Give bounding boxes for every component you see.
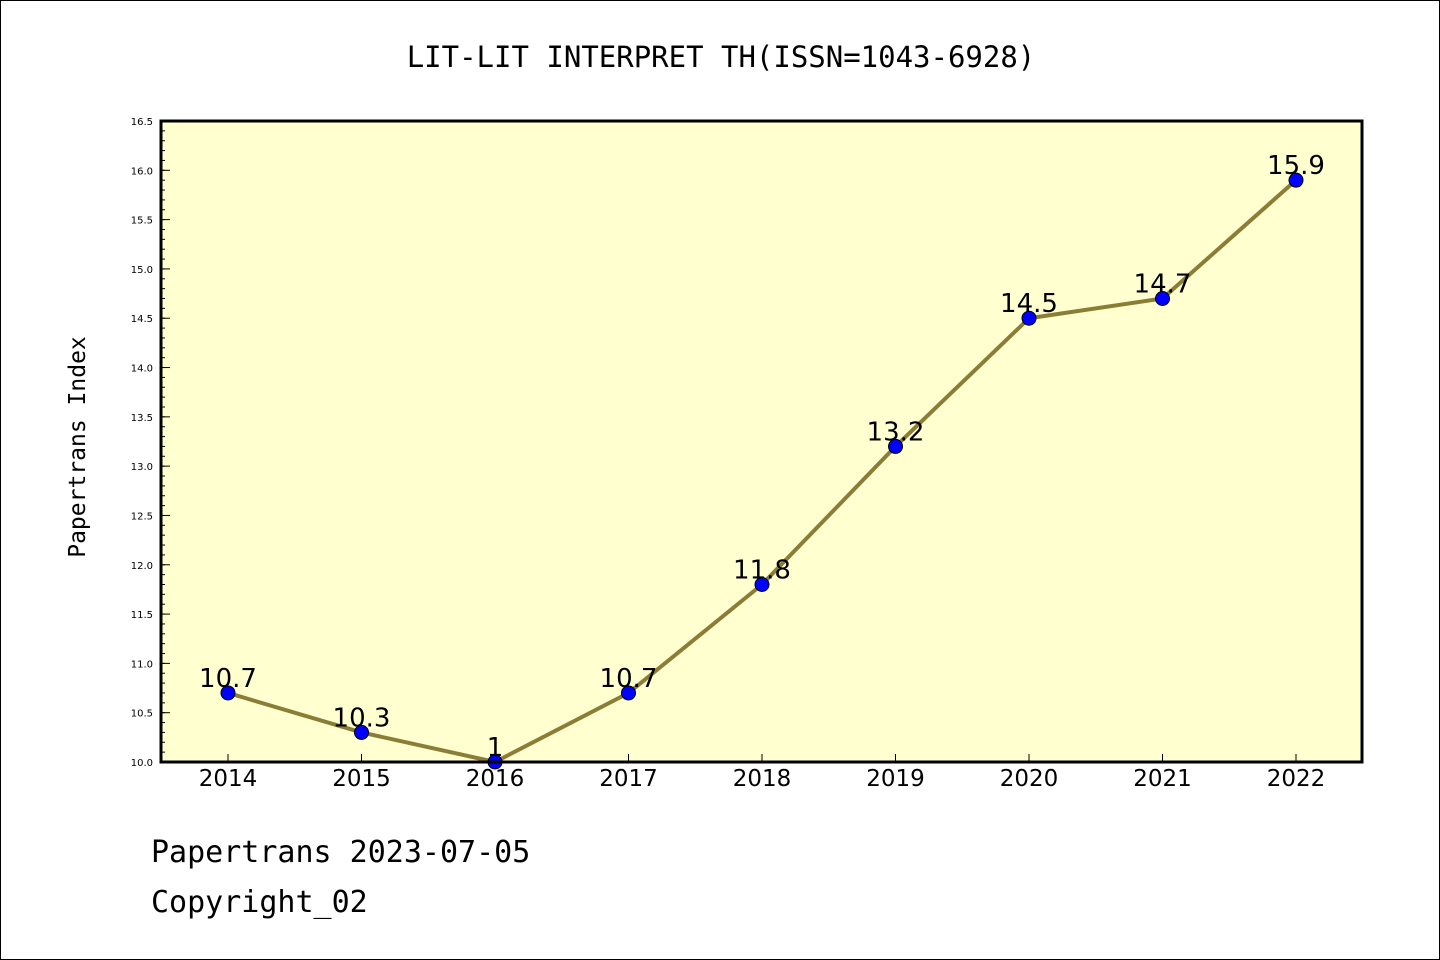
data-label: 14.5 xyxy=(1000,289,1058,319)
data-point xyxy=(888,438,903,454)
x-axis-ticks: 2014 2015 2016 2017 2018 2019 2020 2021 2022 xyxy=(199,754,1326,792)
data-point xyxy=(1021,310,1037,326)
x-tick-label: 2014 xyxy=(199,766,258,792)
x-tick-label: 2020 xyxy=(1000,766,1059,792)
x-tick-label: 2016 xyxy=(466,766,525,792)
data-label: 15.9 xyxy=(1267,151,1325,181)
x-tick-label: 2022 xyxy=(1267,766,1326,792)
data-point xyxy=(354,724,369,740)
y-tick-label: 10.5 xyxy=(131,709,153,720)
data-point xyxy=(220,685,236,701)
data-point xyxy=(621,685,636,701)
data-point xyxy=(1288,172,1304,188)
data-point xyxy=(754,576,770,592)
data-label: 10.7 xyxy=(199,664,257,694)
x-tick-label: 2015 xyxy=(332,766,391,792)
y-tick-label: 14.0 xyxy=(131,364,153,375)
y-tick-label: 16.5 xyxy=(131,117,153,128)
footer-date: Papertrans 2023-07-05 xyxy=(151,835,531,870)
data-label: 13.2 xyxy=(867,417,925,447)
y-tick-label: 15.0 xyxy=(131,265,153,276)
y-tick-label: 13.0 xyxy=(131,462,153,473)
y-axis-ticks: 10.0 10.5 11.0 11.5 12.0 12.5 13.0 13.5 14.0 14.5… xyxy=(131,117,170,769)
plot-area xyxy=(161,121,1362,762)
data-label: 10.3 xyxy=(333,703,391,733)
y-tick-label: 12.5 xyxy=(131,511,153,522)
data-label: 11.8 xyxy=(733,555,791,585)
y-tick-label: 13.5 xyxy=(131,413,153,424)
data-label: 14.7 xyxy=(1134,270,1192,300)
plot-frame xyxy=(159,119,1364,764)
data-point xyxy=(1155,291,1170,307)
y-tick-label: 11.0 xyxy=(131,659,153,670)
footer-copyright: Copyright_02 xyxy=(151,885,368,920)
data-label: 1 xyxy=(487,733,504,763)
chart-title: LIT-LIT INTERPRET TH(ISSN=1043-6928) xyxy=(407,40,1036,74)
y-tick-label: 11.5 xyxy=(131,610,153,621)
x-tick-label: 2021 xyxy=(1133,766,1192,792)
y-tick-label: 10.0 xyxy=(131,758,153,769)
y-tick-label: 15.5 xyxy=(131,216,153,227)
series-layer: 10.7 10.3 1 10.7 11.8 13.2 14.5 14.7 15.9 xyxy=(199,151,1325,770)
x-tick-label: 2019 xyxy=(866,766,925,792)
y-tick-label: 12.0 xyxy=(131,561,153,572)
data-label: 10.7 xyxy=(600,664,658,694)
x-tick-label: 2018 xyxy=(733,766,792,792)
y-axis-label: Papertrans Index xyxy=(65,336,91,558)
y-tick-label: 14.5 xyxy=(131,314,153,325)
y-tick-label: 16.0 xyxy=(131,166,153,177)
x-tick-label: 2017 xyxy=(599,766,658,792)
